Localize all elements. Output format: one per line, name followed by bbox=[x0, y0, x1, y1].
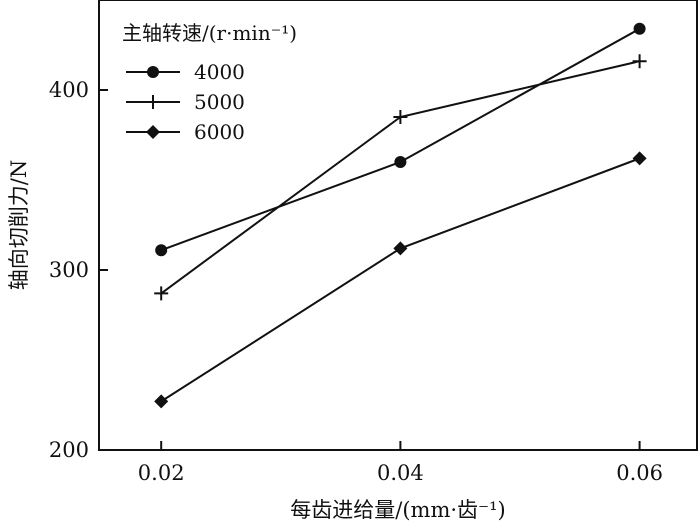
legend-label: 4000 bbox=[194, 60, 245, 84]
legend-title: 主轴转速/(r·min⁻¹) bbox=[122, 21, 297, 45]
data-point-6000 bbox=[393, 241, 408, 256]
data-point-4000 bbox=[155, 244, 168, 257]
legend-label: 5000 bbox=[194, 90, 245, 114]
legend: 主轴转速/(r·min⁻¹) 4000 5000 6000 bbox=[122, 21, 297, 144]
data-point-6000 bbox=[154, 394, 169, 409]
data-point-6000 bbox=[632, 151, 647, 166]
legend-marker bbox=[146, 95, 160, 109]
y-tick-label: 400 bbox=[49, 78, 89, 102]
x-tick-label: 0.02 bbox=[138, 461, 185, 485]
y-tick-label: 200 bbox=[49, 438, 89, 462]
legend-item-4000: 4000 bbox=[126, 60, 245, 84]
plot-frame bbox=[98, 0, 698, 451]
data-point-4000 bbox=[633, 22, 646, 35]
legend-label: 6000 bbox=[194, 120, 245, 144]
data-point-4000 bbox=[394, 156, 407, 168]
series-layer bbox=[154, 22, 647, 409]
series-5000 bbox=[154, 54, 647, 301]
legend-marker bbox=[146, 125, 160, 139]
series-6000 bbox=[154, 151, 647, 409]
series-line-6000 bbox=[160, 157, 640, 403]
x-tick-label: 0.04 bbox=[377, 461, 424, 485]
y-tick-label: 300 bbox=[49, 258, 89, 282]
data-point-5000 bbox=[632, 54, 647, 69]
y-axis-title: 轴向切削力/N bbox=[7, 160, 31, 290]
legend-item-5000: 5000 bbox=[126, 90, 245, 114]
legend-item-6000: 6000 bbox=[126, 120, 245, 144]
x-tick-label: 0.06 bbox=[616, 461, 663, 485]
data-point-5000 bbox=[154, 286, 169, 301]
x-axis-title: 每齿进给量/(mm·齿⁻¹) bbox=[290, 498, 505, 522]
data-point-5000 bbox=[393, 110, 408, 124]
legend-marker bbox=[147, 66, 159, 78]
axis-ticks: 0.02 0.04 0.06 200 300 400 bbox=[49, 78, 663, 485]
series-4000 bbox=[155, 22, 646, 257]
